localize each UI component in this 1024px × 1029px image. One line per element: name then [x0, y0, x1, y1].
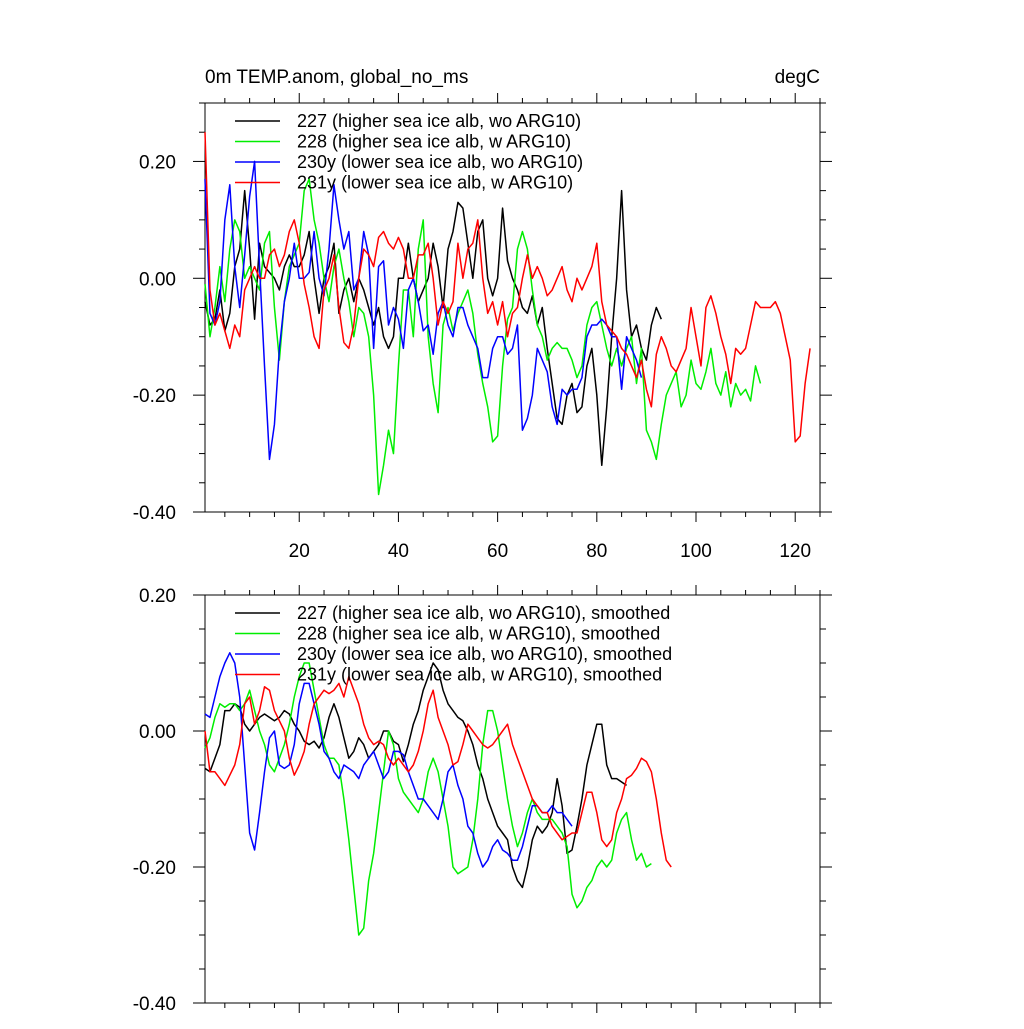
legend-label-1: 227 (higher sea ice alb, wo ARG10), smoo…: [297, 603, 670, 623]
x-tick-label: 120: [779, 541, 811, 562]
y-tick-label: -0.40: [133, 503, 176, 524]
legend-label-3: 230y (lower sea ice alb, wo ARG10): [297, 152, 583, 172]
series-line-4: [204, 132, 811, 443]
legend-label-2: 228 (higher sea ice alb, w ARG10): [297, 132, 571, 152]
y-tick-label: -0.20: [133, 386, 176, 407]
series-line-2: [204, 178, 762, 496]
x-tick-label: 40: [388, 541, 409, 562]
legend-label-1: 227 (higher sea ice alb, wo ARG10): [297, 111, 581, 131]
legend-label-4: 231y (lower sea ice alb, w ARG10): [297, 173, 573, 193]
legend-label-3: 230y (lower sea ice alb, wo ARG10), smoo…: [297, 644, 672, 664]
y-tick-label: -0.40: [133, 994, 176, 1015]
y-tick-label: 0.00: [139, 722, 176, 743]
series-line-3: [204, 160, 643, 461]
chart-title: 0m TEMP.anom, global_no_ms: [205, 67, 468, 88]
chart-panel-2: -0.40 -0.20 0.00 0.20 227 (higher sea ice al…: [133, 585, 832, 1015]
x-tick-label: 80: [586, 541, 607, 562]
x-tick-label: 20: [289, 541, 310, 562]
y-tick-label: -0.20: [133, 858, 176, 879]
series-line-3: [204, 652, 573, 868]
series-line-2: [204, 662, 652, 936]
y-tick-label: 0.20: [139, 152, 176, 173]
y-tick-label: 0.00: [139, 269, 176, 290]
y-tick-label: 0.20: [139, 586, 176, 607]
x-tick-label: 60: [487, 541, 508, 562]
x-tick-label: 100: [680, 541, 712, 562]
legend-label-2: 228 (higher sea ice alb, w ARG10), smoot…: [297, 624, 660, 644]
series-line-4: [204, 675, 672, 868]
legend-label-4: 231y (lower sea ice alb, w ARG10), smoot…: [297, 665, 662, 685]
series-line-1: [204, 662, 627, 889]
series-line-1: [204, 189, 662, 467]
units-label: degC: [775, 67, 820, 88]
chart-panel-1: 0m TEMP.anom, global_no_ms degC 20 40 60 80 10…: [133, 67, 832, 562]
